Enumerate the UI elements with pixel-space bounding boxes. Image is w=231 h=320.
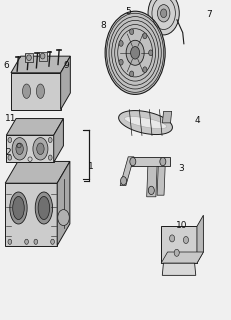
Polygon shape: [61, 56, 70, 110]
Text: 7: 7: [206, 10, 212, 19]
Text: 1: 1: [88, 162, 94, 171]
Circle shape: [130, 157, 136, 166]
Polygon shape: [128, 157, 170, 166]
Polygon shape: [11, 73, 61, 110]
Circle shape: [143, 33, 147, 39]
Circle shape: [130, 29, 134, 35]
Text: 9: 9: [63, 61, 69, 70]
Polygon shape: [157, 166, 165, 195]
Circle shape: [51, 239, 55, 244]
Polygon shape: [162, 263, 196, 275]
Text: 10: 10: [176, 221, 187, 230]
Polygon shape: [11, 56, 70, 73]
Polygon shape: [147, 166, 157, 197]
Polygon shape: [124, 116, 167, 129]
Polygon shape: [197, 215, 204, 263]
Text: 6: 6: [3, 61, 9, 70]
Circle shape: [148, 186, 154, 195]
Polygon shape: [119, 111, 172, 134]
Circle shape: [157, 4, 170, 22]
Circle shape: [34, 239, 38, 244]
Ellipse shape: [35, 192, 53, 224]
Polygon shape: [161, 252, 204, 263]
Polygon shape: [25, 53, 33, 62]
Circle shape: [183, 236, 188, 244]
Circle shape: [160, 157, 166, 166]
Circle shape: [119, 41, 123, 46]
Circle shape: [105, 11, 165, 94]
Polygon shape: [120, 157, 134, 186]
Ellipse shape: [36, 84, 44, 99]
Polygon shape: [57, 162, 70, 246]
Circle shape: [149, 50, 153, 56]
Ellipse shape: [27, 55, 31, 61]
Ellipse shape: [22, 84, 30, 99]
Circle shape: [8, 239, 12, 244]
Circle shape: [131, 47, 140, 59]
Ellipse shape: [37, 143, 44, 155]
Circle shape: [170, 235, 175, 242]
Circle shape: [8, 138, 12, 143]
Circle shape: [48, 155, 52, 160]
Ellipse shape: [12, 138, 27, 160]
Circle shape: [48, 138, 52, 143]
Polygon shape: [6, 119, 63, 135]
Polygon shape: [5, 183, 57, 246]
Circle shape: [161, 9, 167, 18]
Ellipse shape: [13, 196, 24, 220]
Circle shape: [119, 59, 123, 65]
Text: 3: 3: [179, 164, 184, 172]
Circle shape: [130, 71, 134, 77]
Text: 5: 5: [125, 7, 131, 16]
Circle shape: [25, 239, 28, 244]
Ellipse shape: [16, 143, 23, 155]
Ellipse shape: [40, 53, 45, 59]
Circle shape: [58, 210, 69, 226]
Text: 4: 4: [195, 116, 200, 124]
Polygon shape: [39, 52, 47, 60]
Circle shape: [174, 249, 179, 256]
Circle shape: [143, 67, 147, 73]
Ellipse shape: [10, 192, 27, 224]
Text: 2: 2: [5, 148, 11, 156]
Polygon shape: [162, 111, 172, 123]
Polygon shape: [6, 135, 54, 163]
Polygon shape: [5, 162, 70, 183]
Ellipse shape: [38, 196, 50, 220]
Circle shape: [121, 177, 127, 185]
Circle shape: [126, 40, 144, 65]
Polygon shape: [161, 227, 197, 263]
Text: 8: 8: [100, 21, 106, 30]
Circle shape: [148, 0, 179, 35]
Circle shape: [8, 155, 12, 160]
Ellipse shape: [33, 138, 48, 160]
Polygon shape: [54, 119, 63, 163]
Text: 11: 11: [5, 114, 16, 123]
